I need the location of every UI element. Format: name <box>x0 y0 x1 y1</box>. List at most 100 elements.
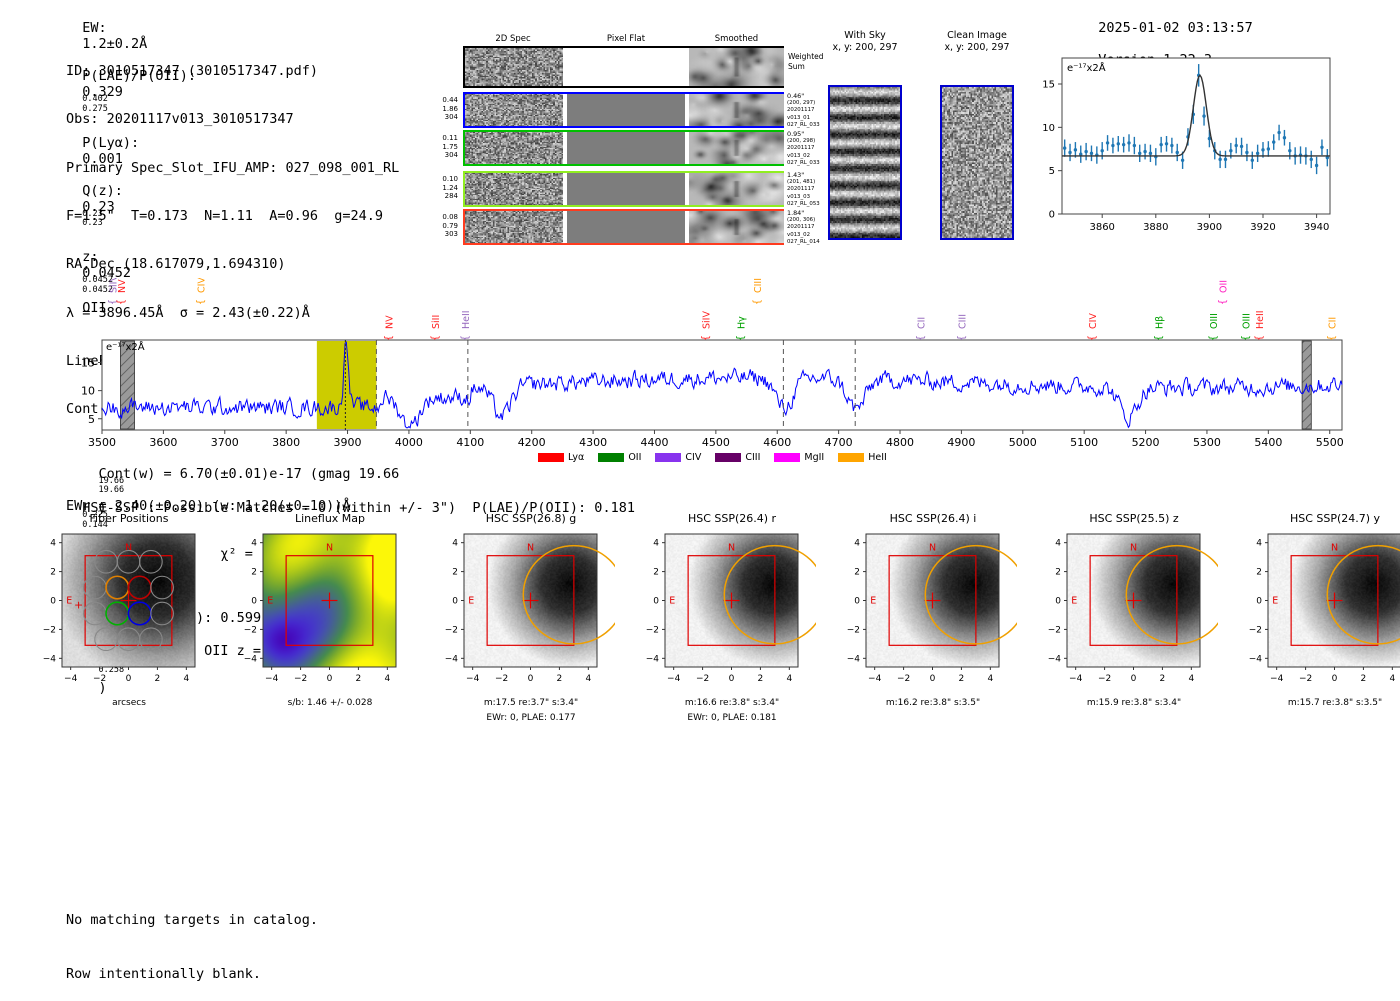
svg-text:−4: −4 <box>646 654 660 664</box>
legend-swatch <box>655 453 682 462</box>
info-line-lambda: λ = 3896.45Å σ = 2.43(±0.22)Å <box>66 304 310 321</box>
svg-text:−2: −2 <box>244 625 257 635</box>
svg-text:5200: 5200 <box>1132 436 1160 449</box>
panel-caption-2: EWr: 0, PLAE: 0.177 <box>486 713 576 723</box>
svg-text:{: { <box>1154 335 1165 341</box>
hsc-text: HSC-SSP : Possible Matches = 0 (within +… <box>82 500 635 516</box>
spec2d-col-title-1: Pixel Flat <box>606 34 646 44</box>
svg-text:5500: 5500 <box>1316 436 1344 449</box>
north-label: N <box>929 543 936 554</box>
plya-label: P(Lyα): <box>82 134 140 151</box>
svg-text:HeII: HeII <box>461 310 472 329</box>
ifu-box <box>687 555 776 646</box>
svg-text:0: 0 <box>251 597 257 607</box>
svg-text:Hβ: Hβ <box>1155 316 1166 329</box>
zoom-plot-units: e⁻¹⁷x2Å <box>1067 61 1106 74</box>
legend-item: OII <box>598 452 641 463</box>
svg-text:2: 2 <box>959 674 965 684</box>
pixel-flat-image <box>567 132 685 164</box>
spec2d-image <box>465 132 563 164</box>
svg-text:CIII: CIII <box>753 278 764 293</box>
spec2d-row <box>463 130 784 166</box>
panel-caption-1: m:15.9 re:3.8" s:3.4" <box>1086 698 1182 708</box>
svg-text:4: 4 <box>452 539 458 549</box>
svg-text:3900: 3900 <box>334 436 362 449</box>
ifu-box <box>84 555 173 646</box>
svg-text:5300: 5300 <box>1193 436 1221 449</box>
svg-text:{: { <box>752 299 763 305</box>
cont-w-text: Cont(w) = 6.70(±0.01)e-17 (gmag 19.66 <box>98 465 400 482</box>
svg-text:{: { <box>1327 335 1338 341</box>
svg-text:4: 4 <box>653 539 659 549</box>
panel-caption-1: s/b: 1.46 +/- 0.028 <box>287 698 373 708</box>
plae-value: 0.329 <box>82 84 123 100</box>
svg-text:+: + <box>74 599 83 612</box>
spec2d-row-stats: 0.10 1.24 284 <box>442 175 458 201</box>
spec2d-row <box>463 171 784 207</box>
svg-text:−4: −4 <box>445 654 459 664</box>
pixel-flat-image <box>567 94 685 126</box>
north-label: N <box>125 543 132 554</box>
svg-text:2: 2 <box>155 674 161 684</box>
smoothed-image <box>689 173 784 205</box>
svg-text:−2: −2 <box>1249 625 1262 635</box>
footer-line-1: No matching targets in catalog. <box>66 912 318 928</box>
east-label: E <box>1272 596 1278 607</box>
ifu-box <box>1290 555 1379 646</box>
svg-text:{: { <box>1241 335 1252 341</box>
qz-value: 0.23 <box>82 198 115 215</box>
line-zoom-plot: e⁻¹⁷x2Å 0 5 10 15 3860 3880 3900 3920 3940 <box>1036 52 1336 242</box>
spec2d-image <box>465 48 563 86</box>
svg-text:2: 2 <box>356 674 362 684</box>
spec2d-row-meta: 0.46" (200, 297) 20201117 v013_01 027_RL_033 <box>787 92 820 128</box>
fiber-circle <box>150 601 174 626</box>
svg-text:4: 4 <box>384 674 390 684</box>
info-line-cont-w: Cont(w) = 6.70(±0.01)e-17 (gmag 19.66 19… <box>66 449 400 517</box>
north-label: N <box>527 543 534 554</box>
aperture-ellipse <box>1326 544 1400 645</box>
info-line-primary: Primary Spec_Slot_IFU_AMP: 027_098_001_R… <box>66 159 400 176</box>
panel-xlabel: arcsecs <box>112 698 146 708</box>
legend-item: Lyα <box>538 452 584 463</box>
spec2d-row-stats: 0.08 0.79 303 <box>442 213 458 239</box>
svg-text:2: 2 <box>557 674 563 684</box>
hsc-errors: 0.225 0.144 <box>82 510 108 530</box>
emission-marker: {NV <box>116 279 128 305</box>
cutout-title: With Sky x, y: 200, 297 <box>832 30 898 53</box>
svg-text:4200: 4200 <box>518 436 546 449</box>
svg-text:{: { <box>735 335 746 341</box>
svg-text:5000: 5000 <box>1009 436 1037 449</box>
emission-marker: {CIII <box>956 314 968 341</box>
north-label: N <box>728 543 735 554</box>
emission-marker: { Hβ <box>1154 316 1166 341</box>
svg-text:4: 4 <box>1389 674 1395 684</box>
bottom-panel: N E −4 −4 −2 −2 0 0 2 2 4 4 <box>434 530 615 711</box>
svg-text:2: 2 <box>1256 568 1262 578</box>
spec2d-image <box>465 173 563 205</box>
svg-text:3860: 3860 <box>1089 222 1114 233</box>
svg-text:NV: NV <box>385 315 396 329</box>
svg-text:OIII: OIII <box>1209 313 1220 329</box>
svg-text:0: 0 <box>653 597 659 607</box>
emission-marker: {CII <box>915 317 927 341</box>
info-line-obs: Obs: 20201117v013_3010517347 <box>66 111 294 128</box>
svg-text:CIII: CIII <box>957 314 968 329</box>
qz-label: Q(z): <box>82 182 123 199</box>
weighted-sum-label: Weighted Sum <box>788 52 824 71</box>
svg-text:−4: −4 <box>667 674 681 684</box>
spec2d-row-stats: 0.11 1.75 304 <box>442 134 458 160</box>
svg-text:−2: −2 <box>445 625 458 635</box>
timestamp: 2025-01-02 03:13:57 <box>1098 20 1253 36</box>
svg-text:4: 4 <box>987 674 993 684</box>
svg-text:0: 0 <box>1131 674 1137 684</box>
aperture-ellipse <box>723 544 816 645</box>
legend-swatch <box>715 453 742 462</box>
svg-text:−4: −4 <box>868 674 882 684</box>
bottom-panel: N E + −4 −4 −2 −2 0 0 2 2 4 4 <box>32 530 213 711</box>
legend-item: CIV <box>655 452 701 463</box>
svg-text:4: 4 <box>183 674 189 684</box>
legend-swatch <box>838 453 865 462</box>
z-value: 0.0452 <box>82 265 132 281</box>
svg-text:4600: 4600 <box>763 436 791 449</box>
emission-marker: {SiIV <box>700 311 712 342</box>
